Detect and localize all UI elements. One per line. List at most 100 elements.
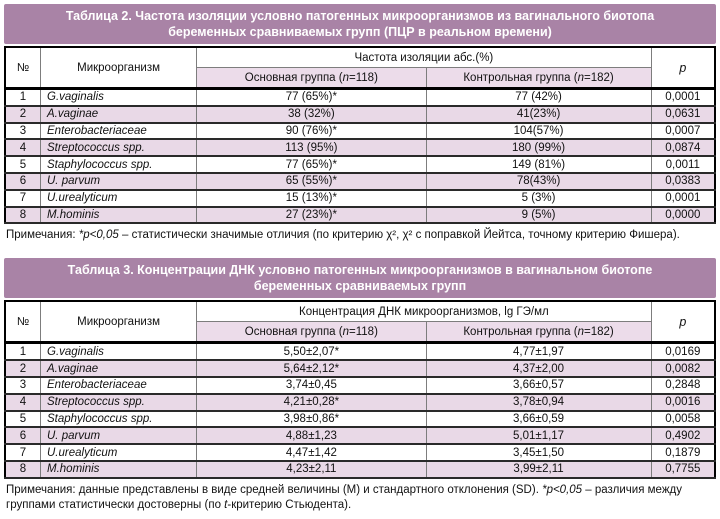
col-header-num: № [4,46,41,89]
table-row: 8 M.hominis 4,23±2,11 3,99±2,11 0,7755 [4,459,716,479]
cell-p: 0,7755 [650,459,716,479]
cell-num: 7 [4,443,41,462]
cell-organism: Streptococcus spp. [39,138,198,158]
cell-num: 3 [4,375,41,395]
cell-num: 8 [4,459,41,479]
cell-main-group: 4,23±2,11 [196,459,427,479]
cell-control-group: 3,66±0,57 [425,375,652,395]
text-segment: – различия между группами статистически … [6,483,682,511]
cell-control-group: 5 (3%) [425,188,652,208]
cell-p: 0,0874 [650,138,716,158]
table2-body: 1 G.vaginalis 77 (65%)* 77 (42%) 0,0001 2 A.va… [4,87,716,225]
cell-main-group: 113 (95%) [196,138,427,158]
cell-num: 4 [4,138,41,158]
cell-control-group: 41(23%) [425,104,652,124]
table2-section: Таблица 2. Частота изоляции условно пато… [4,4,716,243]
cell-control-group: 180 (99%) [425,138,652,158]
cell-p: 0,0169 [650,341,716,362]
text-segment: – статистически значимые отличия (по кри… [118,229,680,242]
cell-organism: M.hominis [39,459,198,479]
table-row: 3 Enterobacteriaceae 90 (76%)* 104(57%) 0,00… [4,121,716,141]
cell-organism: Streptococcus spp. [39,392,198,412]
table-row: 4 Streptococcus spp. 4,21±0,28* 3,78±0,94 0,… [4,392,716,412]
table2-title: Таблица 2. Частота изоляции условно пато… [4,4,716,44]
text-segment: Контрольная группа ( [463,71,578,84]
table-row: 1 G.vaginalis 77 (65%)* 77 (42%) 0,0001 [4,87,716,107]
table-row: 6 U. parvum 65 (55%)* 78(43%) 0,0383 [4,171,716,191]
text-segment: =118) [349,325,378,338]
cell-control-group: 78(43%) [425,171,652,191]
cell-organism: A.vaginae [39,359,198,378]
cell-organism: A.vaginae [39,104,198,124]
text-segment: -критерию Стьюдента). [227,498,352,511]
cell-main-group: 3,98±0,86* [196,409,427,429]
cell-main-group: 77 (65%)* [196,87,427,107]
col-header-control-group: Контрольная группа (n=182) [425,67,652,89]
cell-num: 5 [4,155,41,174]
table-row: 7 U.urealyticum 15 (13%)* 5 (3%) 0,0001 [4,188,716,208]
cell-num: 6 [4,171,41,191]
cell-p: 0,2848 [650,375,716,395]
cell-organism: U.urealyticum [39,188,198,208]
cell-control-group: 4,77±1,97 [425,341,652,362]
col-header-control-group: Контрольная группа (n=182) [425,321,652,344]
cell-organism: U.urealyticum [39,443,198,462]
cell-control-group: 9 (5%) [425,205,652,225]
table-row: 1 G.vaginalis 5,50±2,07* 4,77±1,97 0,0169 [4,341,716,362]
col-header-main-group: Основная группа (n=118) [196,321,427,344]
cell-main-group: 15 (13%)* [196,188,427,208]
cell-control-group: 5,01±1,17 [425,426,652,446]
cell-p: 0,0001 [650,188,716,208]
cell-num: 8 [4,205,41,225]
cell-main-group: 27 (23%)* [196,205,427,225]
text-segment: Примечания: [6,229,79,242]
table-row: 2 A.vaginae 38 (32%) 41(23%) 0,0631 [4,104,716,124]
text-segment: =182) [583,325,614,338]
cell-control-group: 149 (81%) [425,155,652,174]
col-header-organism: Микроорганизм [39,46,198,89]
cell-p: 0,1879 [650,443,716,462]
text-segment: t [224,498,228,511]
table2-data-table: № Микроорганизм Частота изоляции абс.(%)… [4,46,716,225]
text-segment: n [577,71,584,84]
text-segment: Контрольная группа ( [463,325,578,338]
header-row-top: № Микроорганизм Концентрация ДНК микроор… [4,300,716,344]
header-row-sub: Основная группа (n=118) Контрольная груп… [5,321,715,344]
cell-p: 0,0000 [650,205,716,225]
cell-control-group: 77 (42%) [425,87,652,107]
table3-footnote: Примечания: данные представлены в виде с… [6,483,714,513]
cell-organism: M.hominis [39,205,198,225]
table3-section: Таблица 3. Концентрации ДНК условно пато… [4,258,716,512]
cell-main-group: 65 (55%)* [196,171,427,191]
table-row: 6 U. parvum 4,88±1,23 5,01±1,17 0,4902 [4,426,716,446]
cell-p: 0,0058 [650,409,716,429]
cell-p: 0,0082 [650,359,716,378]
cell-organism: Enterobacteriaceae [39,375,198,395]
text-segment: *p<0,05 [78,229,119,242]
cell-num: 6 [4,426,41,446]
cell-control-group: 104(57%) [425,121,652,141]
col-header-p: p [650,300,716,344]
cell-main-group: 5,64±2,12* [196,359,427,378]
table-row: 2 A.vaginae 5,64±2,12* 4,37±2,00 0,0082 [4,359,716,378]
table-row: 8 M.hominis 27 (23%)* 9 (5%) 0,0000 [4,205,716,225]
cell-p: 0,0631 [650,104,716,124]
text-segment: Основная группа ( [244,325,343,338]
cell-num: 1 [4,341,41,362]
text-segment: *p<0,05 [542,483,583,496]
text-segment: =118) [349,71,378,84]
group-header: Частота изоляции абс.(%) [196,46,652,68]
table-row: 3 Enterobacteriaceae 3,74±0,45 3,66±0,57 0,2… [4,375,716,395]
cell-p: 0,0007 [650,121,716,141]
table-row: 7 U.urealyticum 4,47±1,42 3,45±1,50 0,1879 [4,443,716,462]
cell-organism: Staphylococcus spp. [39,155,198,174]
cell-main-group: 77 (65%)* [196,155,427,174]
cell-organism: G.vaginalis [39,87,198,107]
col-header-p: p [650,46,716,89]
cell-control-group: 4,37±2,00 [425,359,652,378]
table3-header: № Микроорганизм Концентрация ДНК микроор… [4,300,716,344]
cell-num: 4 [4,392,41,412]
cell-main-group: 4,88±1,23 [196,426,427,446]
cell-control-group: 3,45±1,50 [425,443,652,462]
cell-num: 2 [4,104,41,124]
